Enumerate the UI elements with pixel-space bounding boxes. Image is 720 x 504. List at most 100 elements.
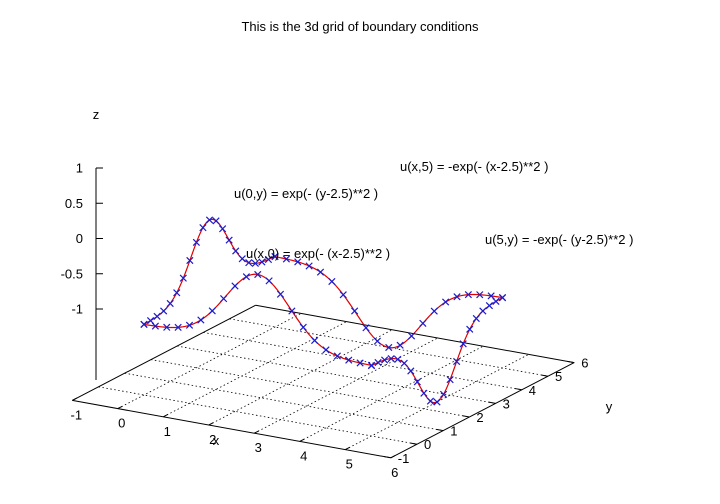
x-tick-mark: [254, 430, 259, 434]
point-stroke: [374, 358, 382, 367]
y-tick-mark: [436, 428, 444, 432]
x-tick-mark: [208, 422, 214, 426]
y-tick-label: 6: [581, 356, 588, 371]
series-point-3: [466, 325, 474, 333]
point-stroke: [487, 292, 495, 300]
series-point-0: [356, 359, 364, 367]
series-point-2: [186, 256, 194, 265]
point-stroke: [179, 274, 187, 282]
point-stroke: [276, 290, 285, 298]
point-stroke: [385, 343, 393, 352]
y-tick-label: 0: [424, 437, 431, 452]
series-point-2: [166, 299, 174, 308]
series-point-3: [380, 356, 389, 364]
grid-line-x: [299, 345, 484, 442]
series-point-3: [394, 355, 402, 363]
point-stroke: [356, 359, 364, 367]
point-stroke: [153, 312, 161, 321]
point-stroke: [254, 270, 262, 279]
x-tick-mark: [345, 446, 350, 451]
point-stroke: [426, 397, 435, 405]
point-stroke: [305, 262, 313, 270]
point-stroke: [419, 319, 427, 327]
grid-line-x: [163, 321, 347, 418]
series-point-0: [299, 323, 307, 331]
base-back-edge: [255, 304, 575, 364]
series-point-0: [220, 295, 228, 303]
series-point-2: [258, 258, 266, 266]
series-point-3: [492, 297, 500, 305]
point-stroke: [242, 273, 250, 281]
series-point-0: [242, 273, 250, 281]
x-tick-label: 1: [164, 424, 171, 439]
x-tick-label: -1: [71, 407, 83, 422]
series-point-2: [140, 320, 148, 328]
y-tick-label: -1: [398, 451, 410, 466]
series-point-1: [453, 293, 461, 301]
series-point-2: [212, 217, 220, 225]
point-stroke: [186, 256, 194, 265]
point-stroke: [373, 337, 381, 345]
series-point-1: [385, 343, 393, 352]
x-tick-mark: [117, 405, 123, 410]
x-tick-mark: [163, 414, 168, 418]
series-point-3: [374, 358, 382, 367]
z-tick-label: 0: [76, 231, 83, 246]
grid-line-x: [117, 313, 302, 409]
y-tick-label: 1: [450, 424, 457, 439]
point-stroke: [231, 282, 239, 290]
series-point-2: [160, 307, 168, 315]
y-axis-line: [390, 362, 575, 459]
series-point-2: [205, 216, 214, 224]
series-point-1: [419, 319, 427, 327]
point-stroke: [225, 236, 233, 244]
point-stroke: [218, 225, 227, 233]
point-stroke: [258, 258, 266, 266]
series-point-2: [179, 274, 187, 282]
y-tick-mark: [541, 374, 549, 377]
point-stroke: [394, 355, 402, 363]
series-point-0: [197, 316, 205, 324]
series-point-2: [271, 252, 279, 260]
base-grid: [98, 313, 549, 450]
series-point-2: [218, 225, 227, 233]
point-stroke: [311, 336, 319, 345]
point-stroke: [146, 317, 155, 325]
point-stroke: [205, 216, 214, 224]
series-point-1: [407, 332, 416, 340]
series-point-1: [339, 291, 347, 299]
grid-line-x: [345, 354, 529, 450]
z-tick-label: 1: [76, 161, 83, 176]
series-point-0: [288, 307, 296, 315]
series-point-3: [426, 397, 435, 405]
point-stroke: [333, 352, 341, 360]
point-stroke: [453, 293, 461, 301]
series-point-2: [251, 259, 259, 268]
series-label-1: u(x,5) = -exp(- (x-2.5)**2 ): [400, 159, 548, 174]
series-group: [140, 216, 507, 406]
x-axis-line: [72, 399, 391, 459]
series-point-0: [333, 352, 341, 360]
point-stroke: [151, 322, 159, 330]
series-point-3: [407, 367, 415, 375]
series-point-2: [245, 259, 253, 267]
point-stroke: [192, 238, 201, 247]
point-stroke: [396, 341, 404, 349]
y-tick-mark: [383, 456, 391, 459]
series-point-0: [276, 290, 285, 298]
point-stroke: [439, 390, 448, 398]
series-label-3: u(5,y) = -exp(- (y-2.5)**2 ): [485, 232, 633, 247]
series-point-3: [439, 390, 448, 398]
grid-line-y: [124, 372, 444, 431]
point-stroke: [498, 294, 507, 302]
point-stroke: [387, 354, 395, 363]
series-label-2: u(0,y) = exp(- (y-2.5)**2 ): [234, 186, 378, 201]
point-stroke: [485, 301, 494, 310]
x-tick-label: 5: [346, 457, 353, 472]
point-stroke: [271, 252, 279, 260]
point-stroke: [185, 321, 194, 329]
point-stroke: [245, 259, 253, 267]
point-stroke: [264, 255, 273, 264]
y-axis-label: y: [606, 399, 613, 414]
